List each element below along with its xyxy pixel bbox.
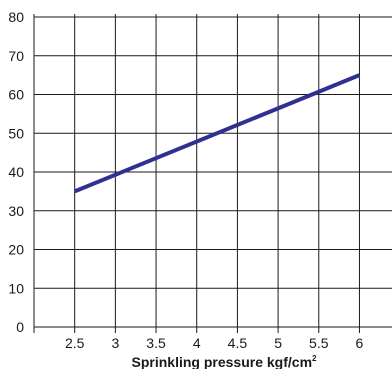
x-tick-label: 5.5 bbox=[309, 335, 329, 351]
x-tick-label: 2.5 bbox=[65, 335, 85, 351]
x-tick-label: 5 bbox=[274, 335, 282, 351]
x-axis-tick-labels: 2.5 3 3.5 4 4.5 5 5.5 6 bbox=[65, 335, 364, 351]
series-layer bbox=[73, 73, 361, 194]
x-tick-label: 4.5 bbox=[228, 335, 248, 351]
y-tick-label: 60 bbox=[8, 87, 24, 103]
grid bbox=[34, 14, 392, 333]
x-axis-title: Sprinkling pressure kgf/cm2 bbox=[132, 354, 318, 369]
series-line bbox=[73, 73, 361, 194]
x-axis-title-superscript: 2 bbox=[312, 354, 317, 363]
y-axis-tick-labels: 0 10 20 30 40 50 60 70 80 bbox=[8, 9, 24, 335]
y-tick-label: 20 bbox=[8, 242, 24, 258]
y-tick-label: 0 bbox=[16, 319, 24, 335]
x-tick-label: 4 bbox=[193, 335, 201, 351]
y-tick-label: 70 bbox=[8, 48, 24, 64]
x-tick-label: 3.5 bbox=[146, 335, 166, 351]
x-tick-label: 6 bbox=[356, 335, 364, 351]
x-axis-title-text: Sprinkling pressure kgf/cm bbox=[132, 354, 313, 369]
y-tick-label: 10 bbox=[8, 280, 24, 296]
y-tick-label: 30 bbox=[8, 203, 24, 219]
x-tick-label: 3 bbox=[111, 335, 119, 351]
y-tick-label: 50 bbox=[8, 125, 24, 141]
y-tick-label: 80 bbox=[8, 9, 24, 25]
y-tick-label: 40 bbox=[8, 164, 24, 180]
